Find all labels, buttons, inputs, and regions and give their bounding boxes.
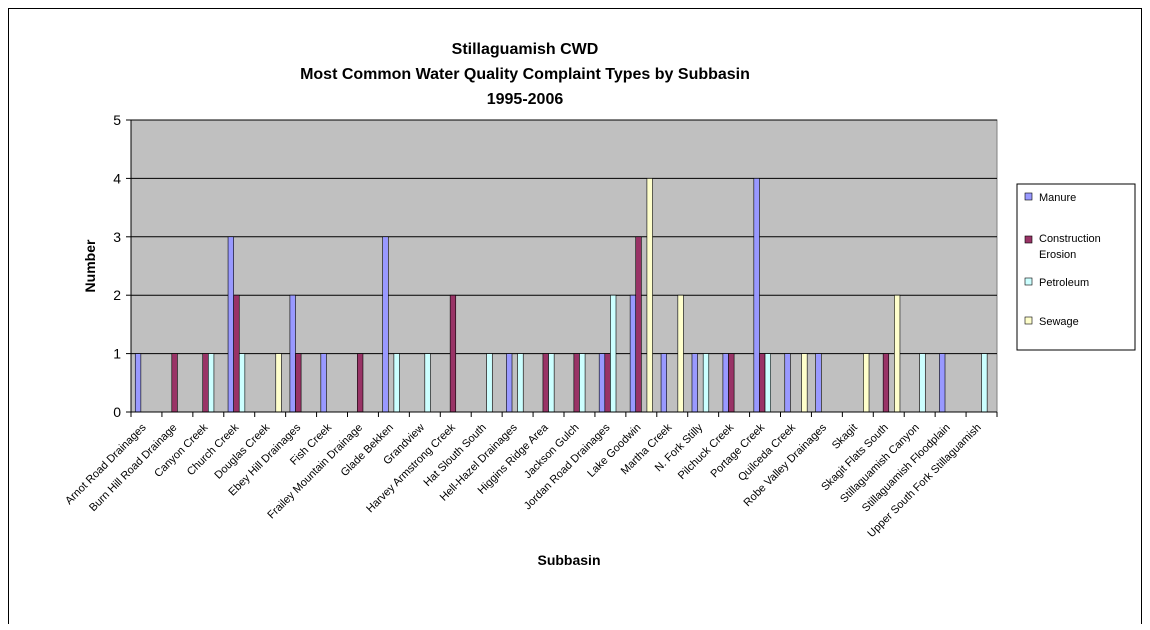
bar (171, 353, 178, 413)
x-axis-label: Subbasin (537, 552, 600, 568)
bar (382, 236, 389, 413)
legend-label-sewage: Sewage (1039, 316, 1079, 328)
legend-label-manure: Manure (1039, 192, 1076, 204)
chart-title-line-2: Most Common Water Quality Complaint Type… (300, 66, 750, 83)
bar (238, 353, 246, 413)
bar (548, 353, 555, 413)
bar (764, 353, 771, 413)
bar (320, 353, 327, 413)
bar (784, 353, 791, 413)
bars (134, 178, 988, 413)
bar (208, 353, 215, 413)
x-tick-label: Jackson Gulch (522, 422, 582, 482)
bar (722, 353, 729, 413)
bar (863, 353, 870, 413)
bar (610, 294, 617, 413)
x-tick-label: Canyon Creek (152, 421, 211, 480)
plot-area (130, 119, 998, 413)
bar (981, 353, 988, 413)
bar (598, 353, 606, 413)
bar (202, 353, 209, 413)
bar (506, 353, 513, 413)
legend-label-petroleum: Petroleum (1039, 277, 1089, 289)
bar (227, 236, 234, 413)
y-tick-label: 1 (113, 346, 121, 362)
axes (130, 120, 998, 417)
bar (289, 294, 296, 413)
legend-label-construction-erosion: Construction Erosion (1039, 233, 1104, 261)
y-tick-label: 0 (113, 404, 121, 420)
bar (728, 353, 735, 413)
chart-svg: Stillaguamish CWD Most Common Water Qual… (63, 41, 1136, 568)
chart-title-line-3: 1995-2006 (487, 91, 564, 108)
bar (646, 178, 653, 413)
bar (604, 353, 611, 413)
bar (134, 353, 142, 413)
bar (753, 178, 760, 413)
chart-title-line-1: Stillaguamish CWD (452, 41, 599, 58)
x-tick-label: Portage Creek (709, 421, 768, 480)
bar (677, 294, 684, 413)
y-tick-label: 4 (113, 170, 121, 186)
bar (702, 353, 710, 413)
bar (939, 353, 946, 413)
y-tick-labels: 0 1 2 3 4 5 (113, 112, 121, 420)
bar (295, 353, 302, 413)
gridlines (126, 119, 997, 413)
y-tick-label: 2 (113, 287, 121, 303)
bar (233, 294, 240, 413)
bar (894, 294, 901, 413)
legend: Manure Construction Erosion Petroleum Se… (1016, 183, 1136, 351)
y-axis-label: Number (82, 239, 98, 292)
bar (579, 353, 586, 413)
bar (542, 353, 549, 413)
bar (573, 353, 580, 413)
bar (486, 353, 493, 413)
y-tick-label: 3 (113, 229, 121, 245)
y-tick-label: 5 (113, 112, 121, 128)
bar (275, 353, 282, 413)
legend-box (1016, 183, 1136, 351)
bar (517, 353, 524, 413)
bar (449, 294, 457, 413)
bar (635, 236, 642, 413)
bar (660, 353, 667, 413)
bar (815, 353, 822, 413)
bar (424, 353, 431, 413)
bar (919, 353, 926, 413)
bar (801, 353, 808, 413)
chart-frame: Stillaguamish CWD Most Common Water Qual… (8, 8, 1142, 624)
legend-swatch-petroleum (1024, 277, 1033, 286)
bar (393, 353, 400, 413)
bar (759, 353, 766, 413)
bar (882, 353, 890, 413)
bar (691, 353, 698, 413)
legend-swatch-construction-erosion (1024, 235, 1033, 244)
legend-swatch-sewage (1024, 316, 1033, 325)
bar (357, 353, 364, 413)
bar (629, 294, 637, 413)
legend-swatch-manure (1024, 192, 1033, 201)
x-tick-label: Upper South Fork Stillaguamish (865, 422, 983, 540)
